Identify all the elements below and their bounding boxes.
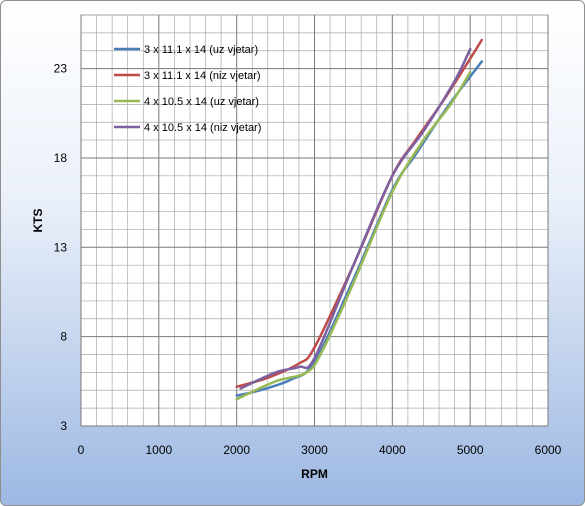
y-tick-label: 23: [54, 62, 68, 76]
x-tick-label: 0: [78, 443, 85, 457]
series-line-3: [235, 70, 472, 401]
legend-label-1: 3 x 11.1 x 14 (uz vjetar): [144, 44, 258, 56]
y-tick-label: 3: [60, 419, 67, 433]
x-tick-label: 6000: [535, 443, 562, 457]
x-tick-label: 4000: [379, 443, 406, 457]
series-line-4: [239, 47, 472, 390]
x-tick-label: 3000: [301, 443, 328, 457]
y-axis-title: KTS: [31, 209, 45, 233]
major-gridlines: [80, 15, 549, 427]
series-lines: [235, 38, 484, 401]
y-tick-label: 18: [54, 151, 68, 165]
y-tick-label: 8: [60, 330, 67, 344]
x-axis-title: RPM: [301, 467, 328, 481]
y-axis-tick-labels: 3 8 13 18 23: [54, 62, 68, 433]
legend-label-4: 4 x 10.5 x 14 (niz vjetar): [144, 122, 261, 134]
x-tick-label: 2000: [223, 443, 250, 457]
legend-label-3: 4 x 10.5 x 14 (uz vjetar): [144, 96, 259, 108]
x-axis-tick-labels: 0 1000 2000 3000 4000 5000 6000: [78, 443, 562, 457]
legend: 3 x 11.1 x 14 (uz vjetar) 3 x 11.1 x 14 (…: [114, 44, 261, 134]
y-tick-label: 13: [54, 240, 68, 254]
legend-label-2: 3 x 11.1 x 14 (niz vjetar): [144, 70, 261, 82]
x-tick-label: 5000: [457, 443, 484, 457]
x-tick-label: 1000: [145, 443, 172, 457]
